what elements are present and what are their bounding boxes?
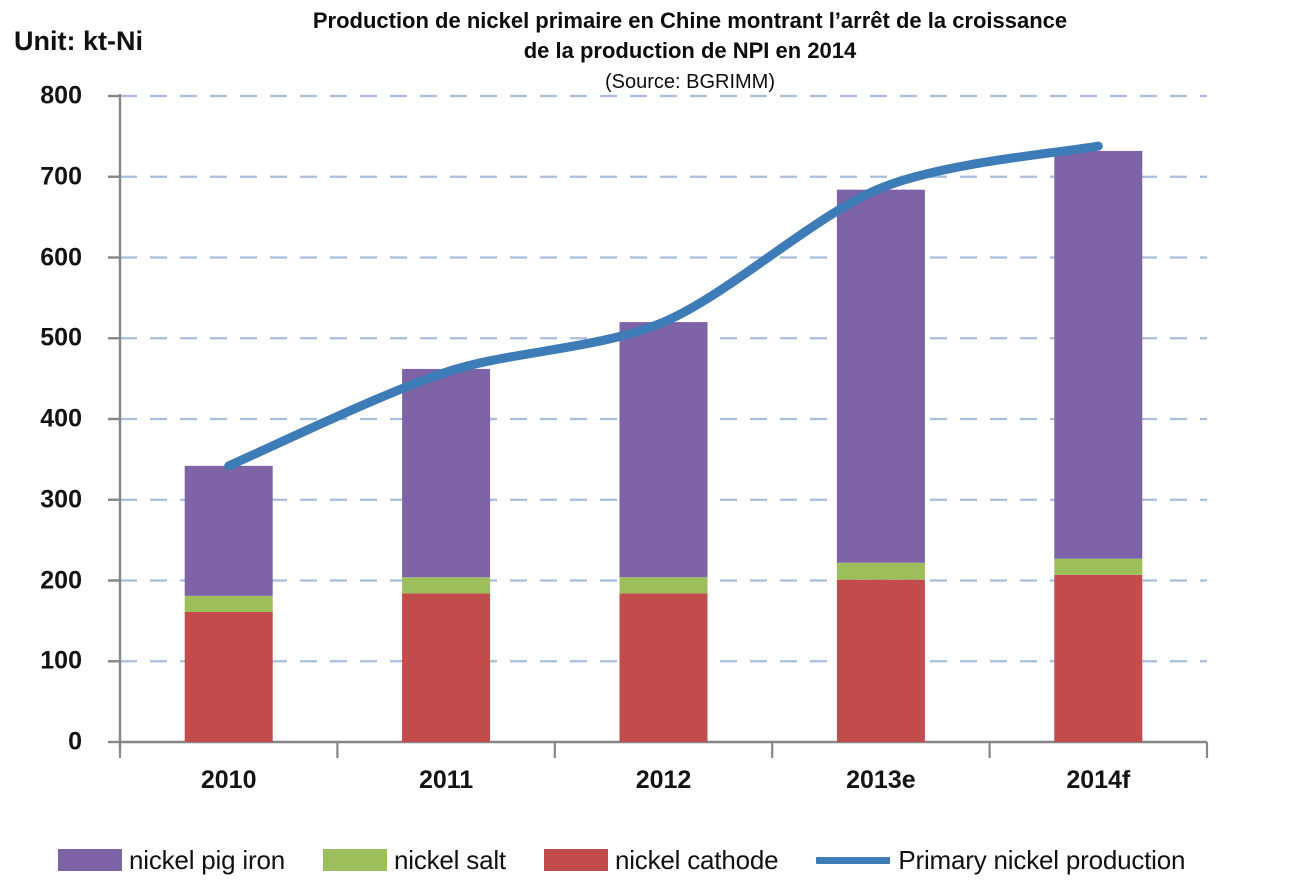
y-axis-tick-label: 700	[40, 162, 82, 191]
bar-segment	[402, 577, 491, 594]
title-block: Production de nickel primaire en Chine m…	[190, 6, 1190, 96]
x-axis-tick-label: 2014f	[1066, 766, 1131, 794]
legend-item-label: nickel salt	[393, 844, 506, 875]
y-axis-tick-label: 600	[40, 243, 82, 271]
line-series-primary-nickel-production	[224, 141, 1103, 471]
legend-color-swatch	[58, 849, 122, 871]
bar-segment	[1054, 558, 1143, 575]
bar-segment	[184, 595, 273, 612]
legend-item[interactable]: nickel pig iron	[58, 845, 285, 876]
legend-item[interactable]: nickel cathode	[543, 844, 779, 876]
y-axis-tick-label: 100	[40, 646, 82, 675]
bar-segment	[402, 368, 491, 578]
legend-item[interactable]: nickel salt	[322, 844, 506, 876]
bar-segment	[836, 562, 925, 580]
x-axis-tick-label: 2012	[635, 766, 692, 794]
x-axis-tick-label: 2013e	[846, 766, 916, 794]
bar-segment	[619, 593, 708, 742]
bar-segment	[619, 577, 708, 594]
legend-color-swatch	[322, 849, 387, 871]
bar-segment	[184, 611, 273, 742]
bar-segment	[619, 322, 708, 578]
chart-legend: nickel pig iron nickel salt nickel cathode…	[0, 838, 1304, 882]
bar-segment	[402, 593, 491, 742]
y-axis-tick-label: 400	[40, 404, 82, 433]
legend-item[interactable]: Primary nickel production	[816, 845, 1185, 876]
y-axis-tick-label: 200	[40, 566, 82, 594]
bar-segment	[836, 189, 925, 563]
legend-item-label: nickel pig iron	[129, 844, 285, 875]
legend-color-swatch	[543, 849, 608, 871]
y-axis-tick-label: 300	[40, 485, 82, 514]
legend-item-label: nickel cathode	[614, 844, 779, 875]
bar-segment	[836, 579, 925, 742]
y-axis-tick-labels: 0 100 200 300 400 500 600 700 800	[0, 0, 100, 887]
x-axis-tick-label: 2010	[200, 766, 257, 794]
legend-item-label: Primary nickel production	[898, 844, 1186, 875]
bar-segment	[184, 465, 273, 596]
bar-segment	[1054, 574, 1143, 742]
x-axis-tick-labels: 2010 2011 2012 2013e 2014f	[0, 766, 1304, 806]
legend-line-marker	[816, 856, 891, 864]
unit-label: Unit: kt-Ni	[14, 26, 143, 56]
x-axis-tick-label: 2011	[418, 766, 474, 794]
y-axis-tick-label: 0	[68, 727, 82, 756]
chart-subtitle: (Source: BGRIMM)	[604, 71, 776, 93]
y-axis-tick-label: 500	[40, 323, 82, 352]
chart-title: Production de nickel primaire en Chine m…	[312, 8, 1068, 63]
y-axis-tick-label: 800	[40, 81, 82, 110]
bar-segment	[1054, 150, 1143, 559]
